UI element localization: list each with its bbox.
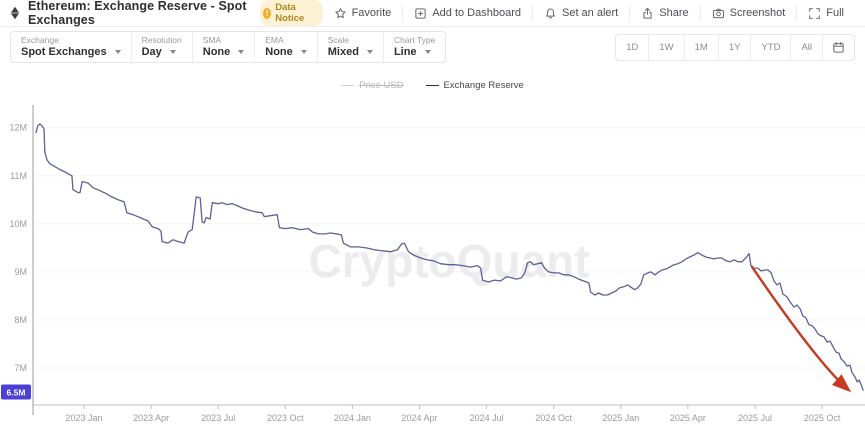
action-favorite-button[interactable]: Favorite — [323, 5, 403, 21]
dropdown-resolution[interactable]: Resolution Day — [132, 32, 193, 62]
dropdown-value: Day — [141, 46, 162, 58]
range-1d-button[interactable]: 1D — [616, 34, 650, 60]
chevron-down-icon — [300, 50, 307, 54]
x-tick-label: 2024 Jan — [334, 413, 371, 423]
range-1m-button[interactable]: 1M — [685, 34, 719, 60]
header: Ethereum: Exchange Reserve - Spot Exchan… — [0, 0, 865, 27]
y-tick-label: 9M — [14, 267, 27, 277]
header-actions: Favorite Add to Dashboard Set an alert Shar… — [323, 5, 855, 21]
action-label: Set an alert — [561, 7, 619, 19]
chart-legend: Price USD Exchange Reserve — [0, 80, 865, 91]
dropdown-ema[interactable]: EMA None — [255, 32, 318, 62]
share-icon — [643, 7, 652, 19]
dropdown-value: Mixed — [327, 46, 359, 58]
dropdown-value: Spot Exchanges — [21, 46, 107, 58]
x-tick-label: 2023 Jan — [65, 413, 102, 423]
price-usd-line-marker — [341, 85, 355, 86]
action-share-button[interactable]: Share — [629, 5, 699, 21]
dropdown-value: None — [265, 46, 293, 58]
chevron-down-icon — [366, 50, 373, 54]
dropdown-label: Exchange — [21, 35, 59, 45]
chart-area: Price USD Exchange Reserve CryptoQuant 20… — [0, 67, 865, 427]
price-usd-label: Price USD — [359, 80, 404, 91]
dropdown-label: Resolution — [141, 35, 182, 45]
page-title: Ethereum: Exchange Reserve - Spot Exchan… — [28, 0, 247, 27]
series-exchange-reserve — [35, 123, 864, 391]
legend-item-price-usd[interactable]: Price USD — [341, 80, 404, 91]
chevron-down-icon — [114, 50, 121, 54]
dropdown-label: Scale — [327, 35, 350, 45]
ethereum-icon — [8, 6, 22, 20]
y-tick-label: 8M — [14, 315, 27, 325]
action-label: Screenshot — [729, 7, 786, 19]
x-tick-label: 2023 Apr — [133, 413, 169, 423]
y-tick-label: 7M — [14, 363, 27, 373]
chevron-down-icon — [238, 50, 245, 54]
camera-icon — [712, 8, 724, 18]
action-screenshot-button[interactable]: Screenshot — [699, 5, 797, 21]
data-notice-label: Data Notice — [275, 2, 305, 24]
action-set-an-alert-button[interactable]: Set an alert — [531, 5, 629, 21]
chevron-down-icon — [169, 50, 176, 54]
data-notice-badge[interactable]: ! Data Notice — [259, 0, 323, 26]
x-tick-label: 2023 Oct — [267, 413, 304, 423]
dropdown-value: None — [202, 46, 231, 58]
toolbar: Exchange Spot Exchanges Resolution Day SMA No… — [0, 27, 865, 67]
exchange-reserve-line-marker — [425, 85, 439, 86]
action-label: Full — [826, 7, 844, 19]
y-tick-label: 12M — [9, 123, 27, 133]
watermark-text: CryptoQuant — [308, 235, 589, 287]
action-label: Share — [659, 7, 689, 19]
dropdown-label: EMA — [265, 35, 284, 45]
x-tick-label: 2025 Apr — [670, 413, 706, 423]
warning-icon: ! — [262, 7, 272, 19]
svg-text:6.5M: 6.5M — [7, 388, 26, 398]
dropdown-scale[interactable]: Scale Mixed — [318, 32, 384, 62]
y-tick-label: 11M — [10, 171, 27, 181]
x-tick-label: 2025 Jul — [738, 413, 772, 423]
action-label: Favorite — [351, 7, 392, 19]
time-range-selector: 1D 1W 1M 1Y YTD All — [615, 33, 855, 61]
range-1w-button[interactable]: 1W — [649, 34, 685, 60]
current-value-badge: 6.5M — [1, 384, 31, 400]
downtrend-arrow — [750, 265, 852, 393]
x-tick-label: 2025 Oct — [804, 413, 841, 423]
range-all-button[interactable]: All — [791, 34, 823, 60]
exchange-reserve-label: Exchange Reserve — [443, 80, 524, 91]
custom-date-range-button[interactable] — [823, 35, 854, 60]
plus-square-icon — [415, 7, 426, 19]
dropdown-value: Line — [393, 46, 417, 58]
expand-icon — [809, 7, 821, 19]
x-tick-label: 2024 Jul — [470, 413, 504, 423]
dropdown-label: Chart Type — [393, 35, 436, 45]
x-tick-label: 2023 Jul — [201, 413, 235, 423]
x-tick-label: 2024 Apr — [401, 413, 437, 423]
chevron-down-icon — [424, 50, 431, 54]
y-tick-label: 10M — [9, 219, 27, 229]
legend-item-exchange-reserve[interactable]: Exchange Reserve — [425, 80, 524, 91]
dropdown-sma[interactable]: SMA None — [193, 32, 256, 62]
range-ytd-button[interactable]: YTD — [751, 34, 792, 60]
reserve-line-chart[interactable]: CryptoQuant 2023 Jan 2023 Apr 2023 Jul 2023 … — [0, 67, 865, 427]
dropdown-exchange[interactable]: Exchange Spot Exchanges — [11, 32, 132, 62]
action-full-button[interactable]: Full — [796, 5, 855, 21]
action-label: Add to Dashboard — [432, 7, 521, 19]
star-icon — [334, 7, 346, 18]
calendar-icon — [833, 41, 844, 53]
dropdown-label: SMA — [202, 35, 222, 45]
action-add-to-dashboard-button[interactable]: Add to Dashboard — [402, 5, 532, 21]
bell-icon — [546, 8, 555, 18]
x-tick-label: 2025 Jan — [602, 413, 639, 423]
x-tick-label: 2024 Oct — [535, 413, 572, 423]
dropdown-chart-type[interactable]: Chart Type Line — [384, 32, 445, 62]
indicator-settings-group: Exchange Spot Exchanges Resolution Day SMA No… — [10, 31, 447, 63]
range-1y-button[interactable]: 1Y — [719, 34, 752, 60]
